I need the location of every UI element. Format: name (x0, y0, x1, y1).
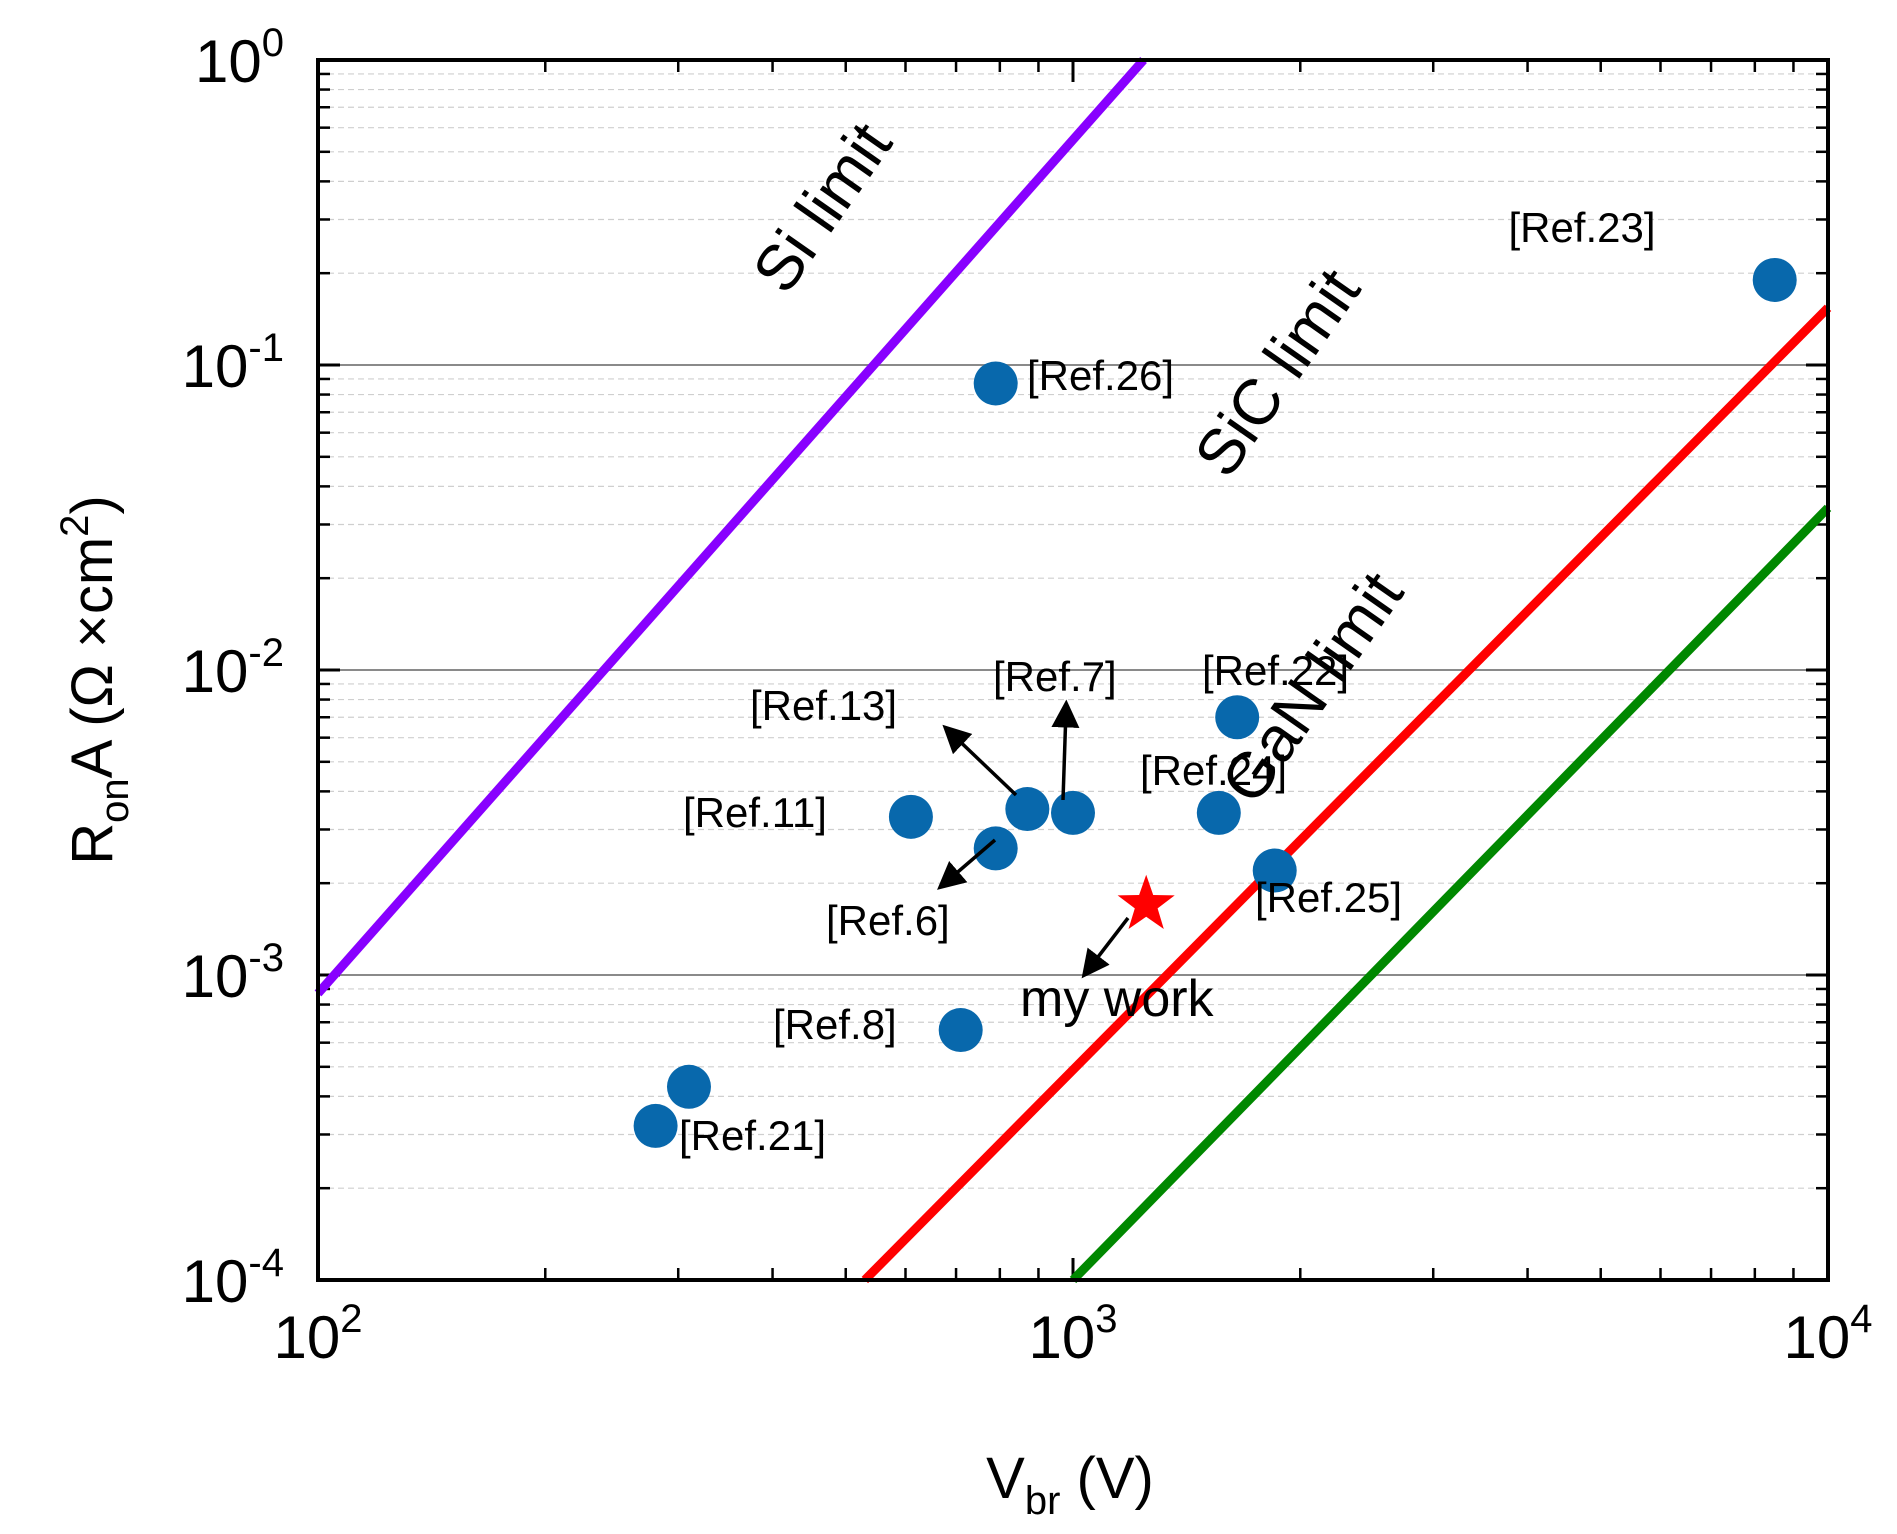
ref8-label: [Ref.8] (773, 1001, 897, 1048)
x-tick-label: 104 (1784, 1297, 1873, 1371)
svg-text:RonA (Ω ×cm2): RonA (Ω ×cm2) (53, 495, 137, 865)
ref6-label: [Ref.6] (826, 897, 950, 944)
x-tick-label-exp: 2 (340, 1297, 362, 1341)
ref7-label: [Ref.7] (993, 653, 1117, 700)
si-limit-line (314, 57, 1147, 997)
point-labels: [Ref.23] [Ref.26] [Ref.22] [Ref.7] [Ref.… (679, 204, 1656, 1159)
my-work-star (1117, 874, 1175, 929)
my-work-arrow (1081, 916, 1130, 979)
limit-lines-layer (314, 57, 1832, 1284)
x-tick-label-base: 10 (274, 1304, 341, 1371)
y-axis-title-sup: 2 (53, 515, 97, 537)
ref7-arrow (1051, 699, 1080, 801)
x-axis-title-rest: (V) (1060, 1446, 1153, 1511)
y-tick-label-base: 10 (182, 333, 249, 400)
ref21-point (666, 1064, 711, 1109)
ref21-point (633, 1103, 678, 1148)
ref11-point (888, 794, 933, 839)
x-tick-label: 103 (1029, 1297, 1118, 1371)
ref13-point (1005, 787, 1050, 832)
y-axis-title: RonA (Ω ×cm2) (53, 495, 137, 865)
y-tick-label-base: 10 (195, 28, 262, 95)
x-tick-label-base: 10 (1784, 1304, 1851, 1371)
x-tick-label: 102 (274, 1297, 363, 1371)
ref8-point (938, 1008, 983, 1053)
y-axis-title-main: R (60, 823, 125, 865)
x-tick-label-base: 10 (1029, 1304, 1096, 1371)
ref23-label: [Ref.23] (1508, 204, 1655, 251)
sic-limit-line (861, 304, 1832, 1284)
plot-frame (316, 58, 1830, 1282)
ref21-label: [Ref.21] (679, 1112, 826, 1159)
x-axis-title-main: V (986, 1446, 1025, 1511)
y-tick-label-exp: 0 (262, 21, 284, 65)
ref26-label: [Ref.26] (1027, 352, 1174, 399)
ref7-point (1051, 790, 1095, 835)
my-work-label: my work (1020, 970, 1215, 1028)
y-tick-label: 10-1 (182, 326, 284, 400)
ref22-point (1215, 695, 1260, 740)
ref26-point (973, 361, 1018, 406)
y-tick-label: 10-2 (182, 631, 284, 705)
y-tick-label-exp: -3 (248, 936, 284, 980)
data-points-layer (633, 257, 1797, 1148)
y-tick-label: 10-3 (182, 936, 284, 1010)
svg-text:Vbr (V): Vbr (V) (986, 1446, 1154, 1523)
y-tick-label: 100 (195, 21, 284, 95)
y-tick-label-exp: -1 (248, 326, 284, 370)
gan-limit-line (1069, 504, 1832, 1284)
ref11-label: [Ref.11] (683, 789, 827, 836)
y-axis-title-end: ) (60, 495, 125, 514)
ref6-point (973, 826, 1018, 871)
annotations-layer (937, 699, 1130, 979)
ref24-label: [Ref.24] (1140, 747, 1287, 794)
x-tick-label-exp: 3 (1095, 1297, 1117, 1341)
ref25-label: [Ref.25] (1255, 874, 1402, 921)
x-tick-label-exp: 4 (1850, 1297, 1872, 1341)
y-tick-label-base: 10 (182, 638, 249, 705)
y-tick-label-base: 10 (182, 943, 249, 1010)
ref23-point (1752, 257, 1797, 302)
y-axis-title-mid: A (Ω ×cm (60, 537, 125, 779)
y-axis-title-sub: on (93, 778, 137, 823)
y-tick-label-base: 10 (182, 1248, 249, 1315)
ref24-point (1196, 790, 1241, 835)
x-axis-title: Vbr (V) (986, 1446, 1154, 1523)
ref13-label: [Ref.13] (750, 682, 897, 729)
ref13-arrow (942, 724, 1018, 797)
y-tick-label: 10-4 (182, 1241, 284, 1315)
ref22-label: [Ref.22] (1202, 647, 1349, 694)
y-tick-label-exp: -2 (248, 631, 284, 675)
ref6-arrow (937, 838, 997, 890)
ref25-point (1252, 848, 1297, 893)
x-axis-title-sub: br (1025, 1479, 1061, 1523)
y-tick-label-exp: -4 (248, 1241, 284, 1285)
